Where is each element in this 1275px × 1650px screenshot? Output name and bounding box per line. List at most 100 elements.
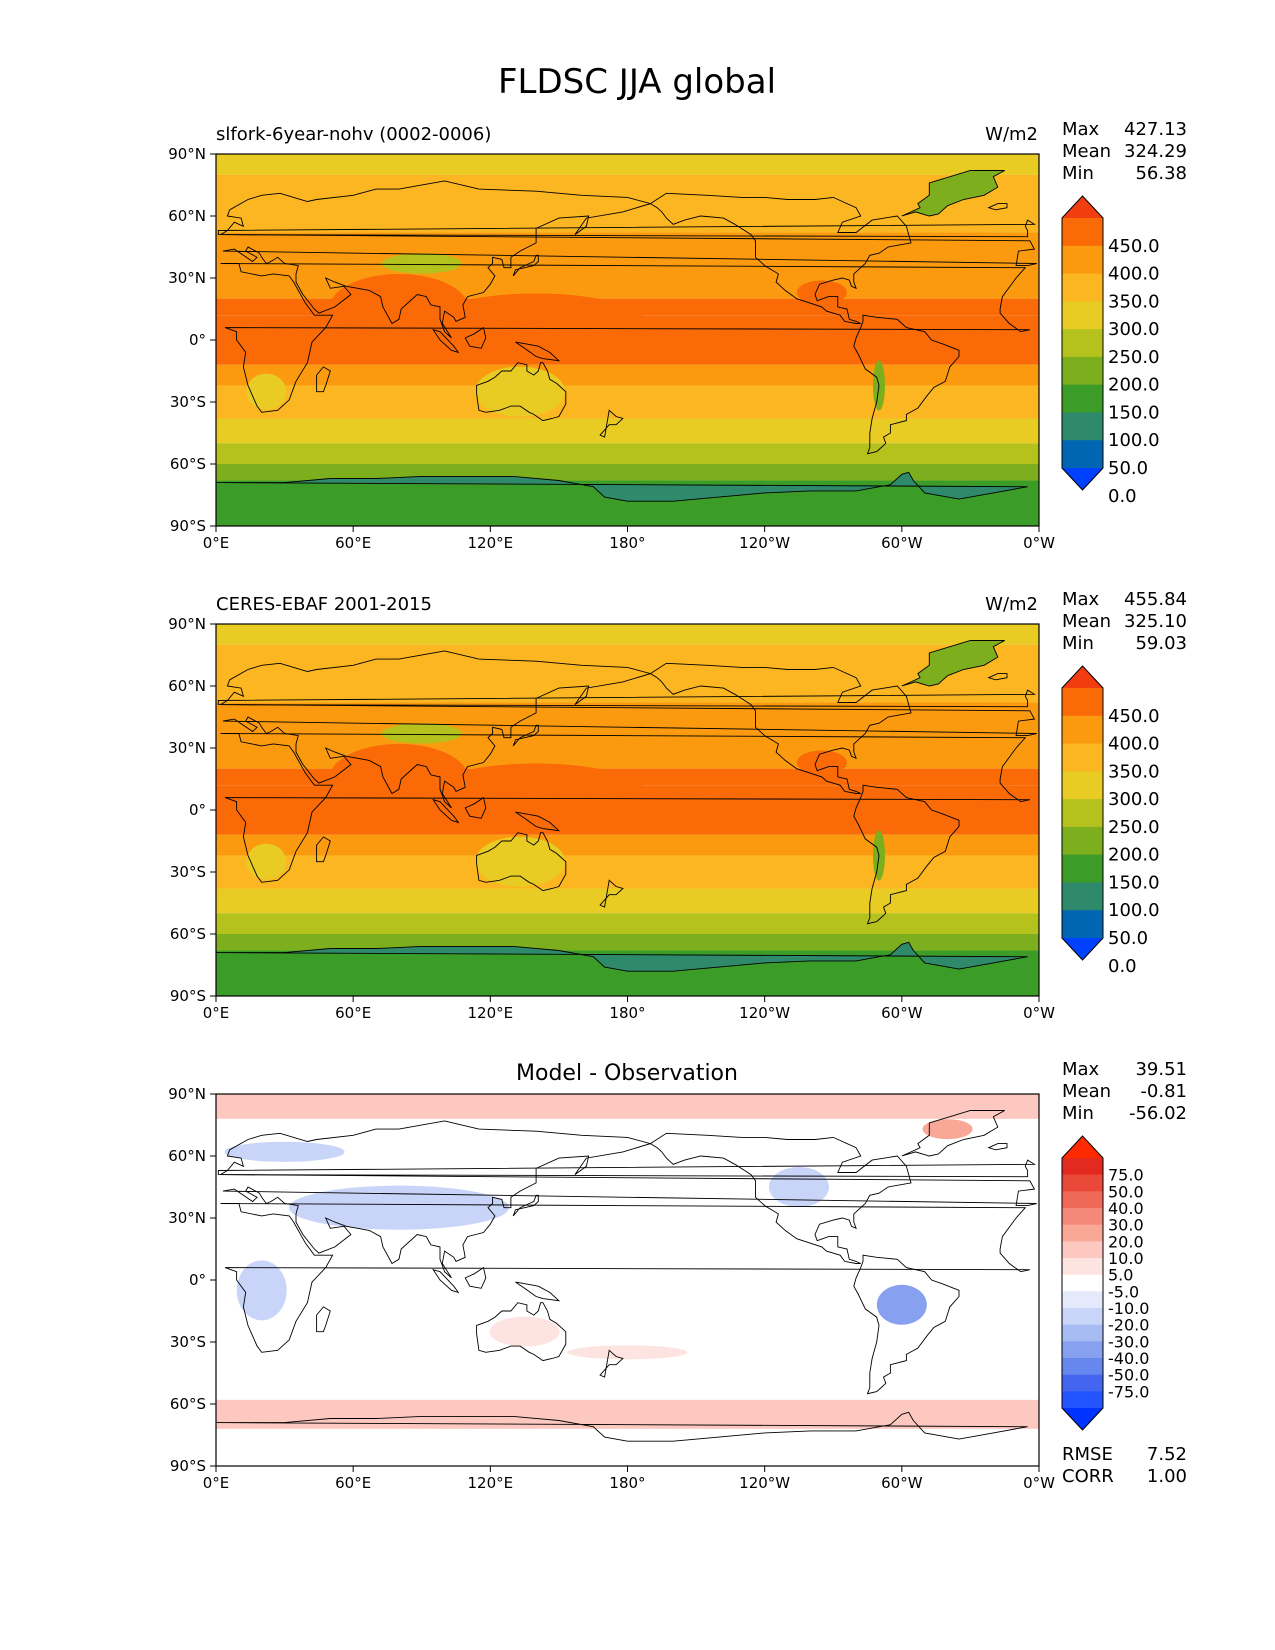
x-tick-label: 60°E — [335, 1004, 371, 1022]
colorbar-segment — [1062, 440, 1103, 469]
map-observation: 0°E 60°E 120°E 180° 120°W 60°W 0°W 90°N 60°N 30°N… — [168, 615, 1055, 1022]
panel-model: slfork-6year-nohv (0002-0006) W/m2 0°E 60… — [168, 119, 1187, 552]
colorbar-label: 200.0 — [1108, 375, 1160, 396]
colorbar-segment — [1062, 1241, 1103, 1259]
y-tick-label: 0° — [189, 331, 206, 349]
kalahari-field — [246, 843, 287, 880]
colorbar-segment — [1062, 412, 1103, 441]
coastline-greenland — [901, 170, 1005, 217]
colorbar-segment — [1062, 1224, 1103, 1242]
colorbar-segment — [1062, 329, 1103, 358]
coastline-namerica — [649, 192, 912, 324]
x-tick-label: 0°W — [1023, 1474, 1055, 1492]
colorbar-segment — [1062, 1258, 1103, 1276]
x-tick-label: 120°W — [739, 1474, 790, 1492]
colorbar-label: 350.0 — [1108, 761, 1160, 782]
colorbar-label: 250.0 — [1108, 817, 1160, 838]
x-tick-label: 120°E — [468, 534, 514, 552]
colorbar-extend-max — [1062, 666, 1103, 688]
australia-field — [475, 366, 566, 417]
rockies-negative — [768, 1167, 829, 1207]
y-tick-label: 90°S — [170, 517, 206, 535]
x-tick-label: 60°E — [335, 1474, 371, 1492]
colorbar-label: 150.0 — [1108, 872, 1160, 893]
x-tick-label: 0°W — [1023, 534, 1055, 552]
zonal-band — [216, 624, 1039, 645]
panel-units: W/m2 — [985, 124, 1038, 145]
greenland-field — [901, 170, 1005, 216]
colorbar-segment — [1062, 715, 1103, 745]
colorbar-label: -40.0 — [1108, 1349, 1149, 1368]
x-tick-label: 60°W — [881, 1474, 923, 1492]
colorbar-label: 50.0 — [1108, 458, 1148, 479]
coastline-africa — [220, 263, 1030, 413]
colorbar-label: 0.0 — [1108, 956, 1137, 977]
x-tick-label: 0°E — [203, 534, 230, 552]
y-tick-label: 0° — [189, 1271, 206, 1289]
stat-mean-value: 324.29 — [1124, 141, 1187, 162]
coastline-madagascar — [316, 366, 331, 393]
colorbar: 450.0 400.0 350.0 300.0 250.0 200.0 150.0 100.0… — [1061, 195, 1160, 507]
colorbar-label: 100.0 — [1108, 900, 1160, 921]
coastline-japan — [512, 254, 539, 277]
coastline-antarctica — [216, 471, 1028, 502]
stat-mean-label: Mean — [1062, 1081, 1111, 1102]
stat-mean-value: 325.10 — [1124, 611, 1187, 632]
colorbar-label: -20.0 — [1108, 1316, 1149, 1335]
colorbar-segment — [1062, 771, 1103, 800]
colorbar-extend-max — [1062, 196, 1103, 218]
coastline-iceland — [987, 1143, 1008, 1151]
colorbar-label: 150.0 — [1108, 402, 1160, 423]
stat-min-label: Min — [1062, 163, 1094, 184]
x-tick-label: 60°E — [335, 534, 371, 552]
stat-min-value: -56.02 — [1129, 1103, 1187, 1124]
stat-min-label: Min — [1062, 1103, 1094, 1124]
colorbar: 75.050.040.030.020.010.05.0-5.0-10.0-20.… — [1061, 1135, 1149, 1431]
coastline-newguinea — [515, 341, 561, 362]
australia-field — [475, 836, 566, 887]
colorbar-label: 0.0 — [1108, 486, 1137, 507]
colorbar-label: -10.0 — [1108, 1299, 1149, 1318]
coastline-samerica — [853, 314, 960, 455]
coastline-sumatra — [432, 1268, 460, 1294]
coastline-britain — [217, 689, 1036, 708]
colorbar-label: 75.0 — [1108, 1166, 1144, 1185]
warm-pool — [426, 293, 647, 354]
coastline-namerica — [649, 1132, 912, 1264]
coastline-borneo — [464, 326, 487, 349]
zonal-band — [216, 418, 1039, 444]
colorbar-label: 250.0 — [1108, 347, 1160, 368]
indian-warm — [328, 274, 469, 344]
colorbar-label: 50.0 — [1108, 928, 1148, 949]
stat-mean-label: Mean — [1062, 611, 1111, 632]
colorbar-label: 300.0 — [1108, 319, 1160, 340]
colorbar-segment — [1062, 1374, 1103, 1392]
coastline-iceland — [987, 673, 1008, 681]
gulf-field — [796, 750, 847, 775]
colorbar-segment — [1062, 1391, 1103, 1409]
colorbar-segment — [1062, 799, 1103, 828]
stats-block: Max 39.51 Mean -0.81 Min -56.02 — [1062, 1059, 1187, 1124]
coastline-africa — [220, 1203, 1030, 1353]
coastline-nz — [599, 1349, 624, 1378]
y-tick-label: 90°N — [168, 615, 206, 633]
coastline-europe — [219, 180, 1037, 339]
zonal-band — [216, 686, 1039, 703]
stat-corr-label: CORR — [1062, 1466, 1114, 1487]
arctic-positive — [216, 1094, 1039, 1119]
colorbar-segment — [1062, 1341, 1103, 1359]
colorbar-label: 30.0 — [1108, 1216, 1144, 1235]
southpacific-positive — [567, 1345, 688, 1360]
warm-pool — [426, 763, 647, 824]
colorbar-extend-max — [1062, 1136, 1103, 1158]
coastline-australia — [476, 1302, 567, 1362]
coastline-britain — [217, 1159, 1036, 1178]
colorbar-segment — [1062, 356, 1103, 386]
y-tick-label: 30°S — [170, 393, 206, 411]
coastline-antarctica — [216, 1411, 1028, 1442]
colorbar-label: -5.0 — [1108, 1282, 1139, 1301]
coastline-newguinea — [515, 811, 561, 832]
coastlines — [216, 170, 1037, 502]
coastline-europe — [219, 650, 1037, 809]
coastline-borneo — [464, 796, 487, 819]
